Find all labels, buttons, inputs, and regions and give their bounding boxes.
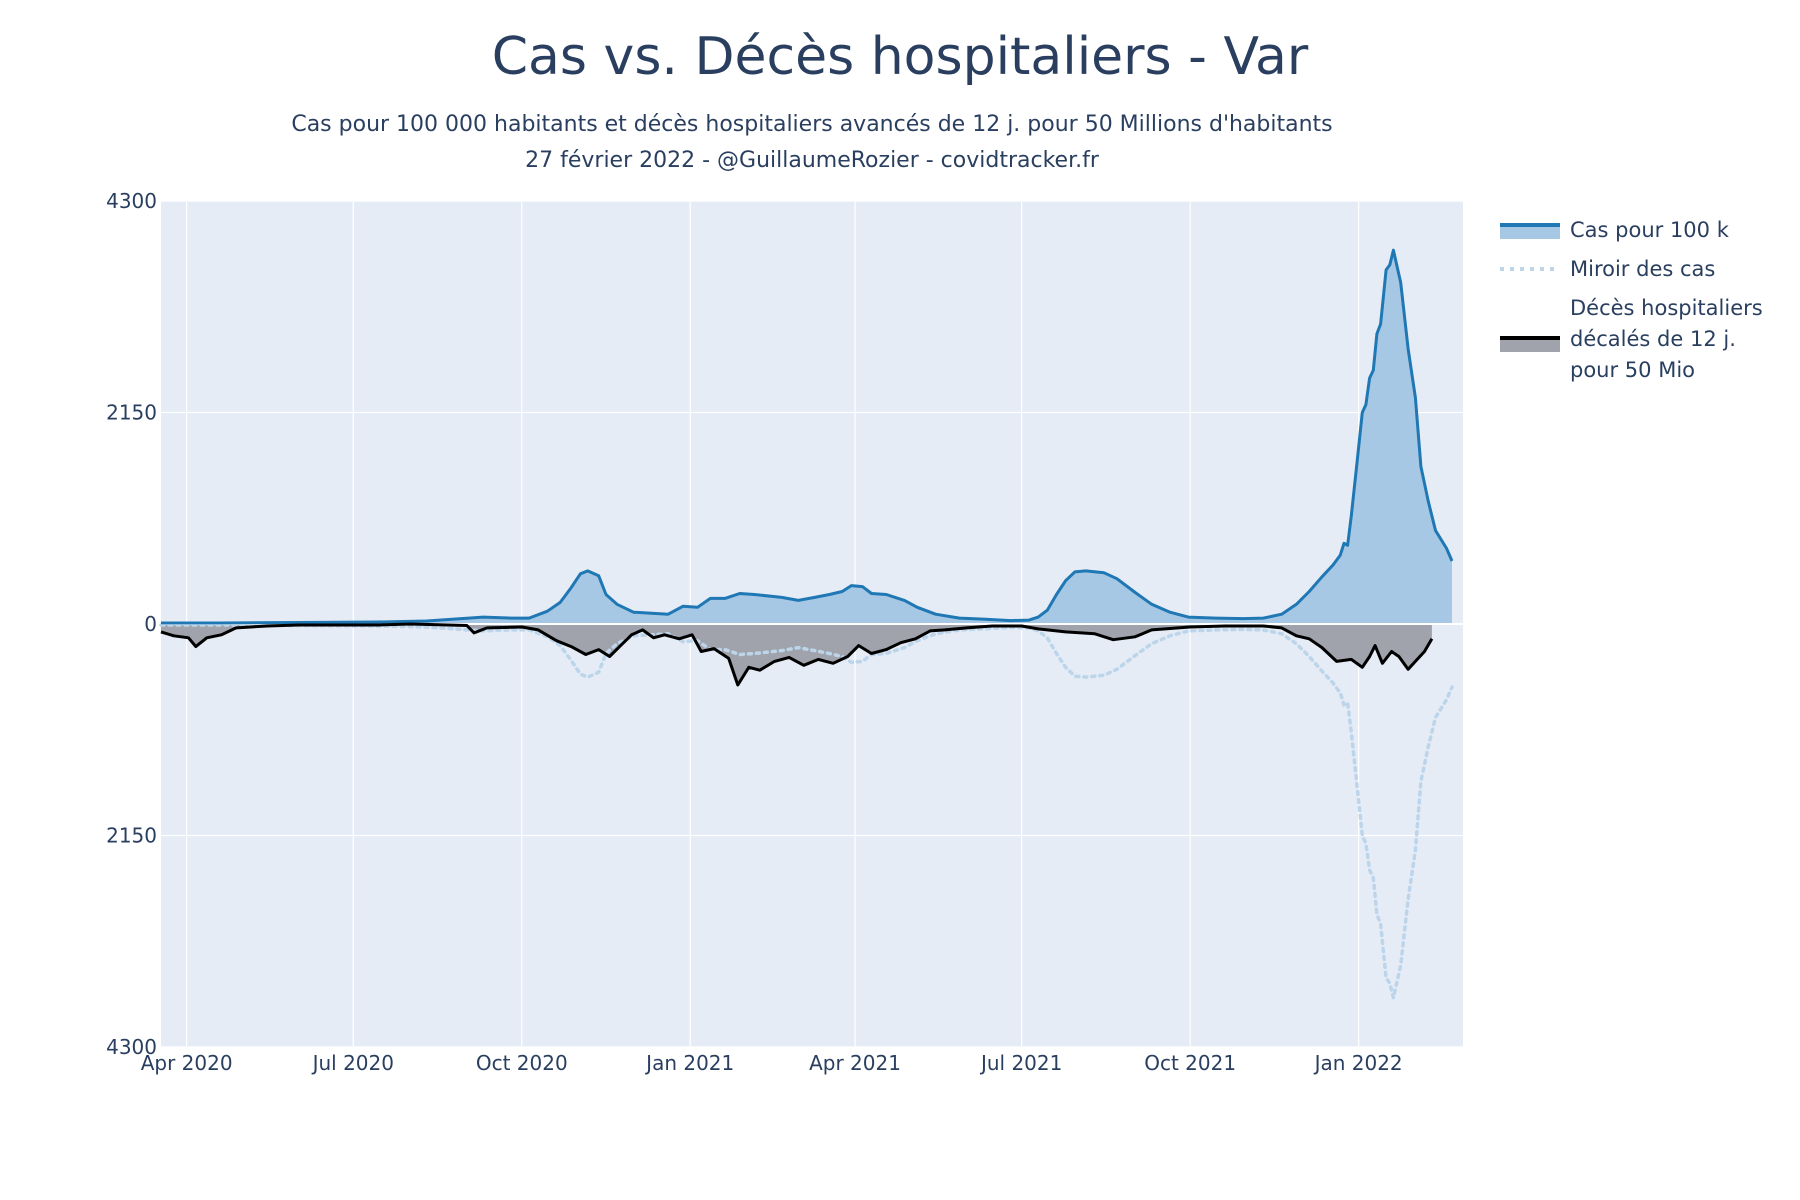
- mirror-line: [159, 623, 1454, 999]
- legend-mirror-label: Miroir des cas: [1570, 257, 1715, 281]
- legend-item-mirror[interactable]: Miroir des cas: [1500, 257, 1715, 281]
- x-tick-label: Apr 2021: [809, 1051, 901, 1075]
- deaths-line-layer: [160, 622, 1434, 687]
- legend-cases-swatch: [1500, 224, 1560, 239]
- cases-line: [161, 248, 1454, 625]
- legend-deaths-label-line-1: Décès hospitaliers: [1570, 296, 1763, 320]
- x-tick-label: Jul 2021: [979, 1051, 1062, 1075]
- x-tick-label: Jan 2021: [644, 1051, 734, 1075]
- y-tick-label: 4300: [106, 1035, 157, 1059]
- x-tick-label: Oct 2021: [1144, 1051, 1236, 1075]
- chart-subtitle-line-2: 27 février 2022 - @GuillaumeRozier - cov…: [525, 148, 1100, 173]
- cases-area: [161, 250, 1452, 624]
- legend-cases-label: Cas pour 100 k: [1570, 218, 1730, 242]
- deaths-line: [160, 622, 1434, 687]
- y-tick-label: 2150: [106, 401, 157, 425]
- x-tick-label: Jan 2022: [1313, 1051, 1403, 1075]
- x-tick-label: Jul 2020: [311, 1051, 394, 1075]
- legend-deaths-label-line-2: décalés de 12 j.: [1570, 327, 1736, 351]
- legend-item-cases[interactable]: Cas pour 100 k: [1500, 218, 1730, 242]
- x-axis-ticks: Apr 2020 Jul 2020 Oct 2020 Jan 2021 Apr 2021…: [141, 1051, 1403, 1075]
- legend-deaths-label-line-3: pour 50 Mio: [1570, 358, 1695, 382]
- cases-area-layer: [161, 250, 1452, 624]
- chart-title: Cas vs. Décès hospitaliers - Var: [492, 27, 1309, 87]
- y-tick-label: 4300: [106, 189, 157, 213]
- chart-subtitle-line-1: Cas pour 100 000 habitants et décès hosp…: [291, 112, 1332, 137]
- mirror-layer: [159, 623, 1454, 999]
- legend-item-deaths[interactable]: Décès hospitaliers décalés de 12 j. pour…: [1500, 296, 1763, 382]
- x-tick-label: Apr 2020: [141, 1051, 233, 1075]
- y-tick-label: 0: [144, 612, 157, 636]
- legend-deaths-swatch: [1500, 337, 1560, 352]
- x-tick-label: Oct 2020: [476, 1051, 568, 1075]
- cases-line-layer: [161, 248, 1454, 625]
- legend[interactable]: Cas pour 100 k Miroir des cas Décès hosp…: [1500, 218, 1763, 382]
- y-tick-label: 2150: [106, 824, 157, 848]
- y-axis-ticks: 4300 2150 0 2150 4300: [106, 189, 157, 1059]
